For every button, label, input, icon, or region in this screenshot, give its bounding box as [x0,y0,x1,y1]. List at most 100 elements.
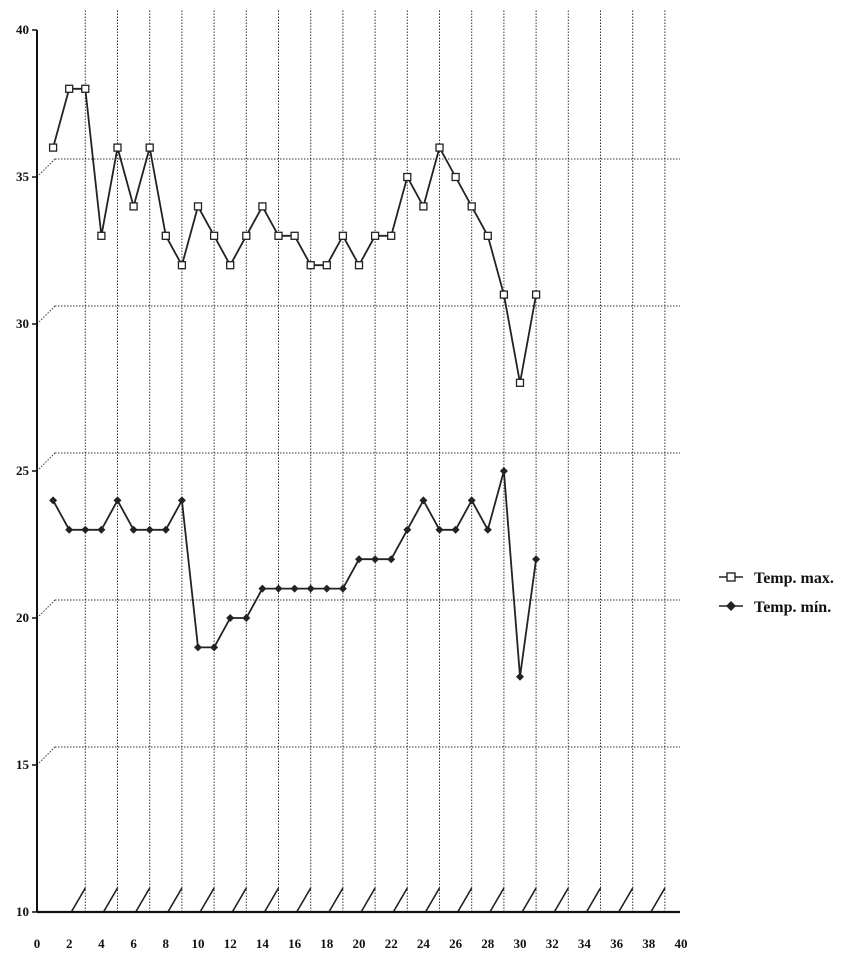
data-point-min [113,496,122,505]
data-point-min [49,496,58,505]
series-line-min [52,470,537,678]
axes [32,29,680,914]
floor-diagonal [424,887,441,913]
gridline-wall-diagonal [36,158,56,178]
data-point-min [242,614,251,622]
data-point-max [97,231,106,240]
data-point-max [403,172,412,182]
floor-diagonal [199,887,215,913]
x-tick-label: 30 [514,936,527,951]
data-point-min [129,525,138,534]
data-point-min [97,525,106,534]
data-point-min [338,584,347,593]
floor-diagonal [585,887,602,913]
floor-diagonal [328,887,344,913]
data-point-min [210,643,219,652]
data-point-min [403,525,412,534]
x-tick-label: 36 [610,936,624,951]
data-point-max [354,261,364,270]
x-tick-label: 10 [192,936,205,951]
x-tick-label: 32 [546,936,559,951]
data-point-min [483,525,492,534]
data-point-max [226,261,235,270]
series-min [49,467,541,681]
data-point-max [338,231,348,240]
y-tick-label: 10 [16,904,29,919]
data-point-max [306,261,315,270]
legend: Temp. max. Temp. mín. [719,570,834,616]
data-point-max [370,231,380,240]
data-point-max [322,261,331,270]
data-point-min [435,525,444,534]
data-point-min [161,525,170,534]
x-tick-label: 6 [130,936,137,951]
series [48,84,541,681]
data-point-max [290,231,299,240]
x-tick-label: 22 [385,936,398,951]
data-point-max [113,143,122,152]
floor-diagonal [457,887,473,913]
data-point-min [81,525,90,534]
gridline-wall-diagonal [36,452,56,472]
data-point-min [532,555,541,564]
floor-diagonal [360,887,376,913]
floor-diagonal [167,887,183,913]
floor-diagonal [296,887,312,913]
x-tick-label: 24 [417,936,431,951]
floor-diagonal [650,887,666,913]
floor-diagonal [231,887,247,913]
data-point-max [65,84,74,93]
y-tick-label: 20 [16,610,29,625]
data-point-min [467,496,476,505]
grid [36,10,680,913]
x-tick-label: 28 [481,936,495,951]
data-point-max [387,231,396,240]
x-tick-label: 8 [163,936,170,951]
data-point-max [48,143,58,152]
gridline-wall-diagonal [36,599,56,619]
data-point-min [419,496,428,505]
floor-diagonal [618,887,634,913]
y-tick-label: 30 [16,316,29,331]
data-point-min [145,525,154,534]
data-point-max [435,143,444,152]
data-point-min [516,672,524,681]
data-point-min [499,467,508,475]
floor-diagonal [553,887,569,913]
gridline-wall-diagonal [36,305,56,325]
x-tick-label: 18 [320,936,334,951]
data-point-max [81,84,90,93]
data-point-max [515,378,525,387]
x-tick-label: 40 [675,936,688,951]
data-point-max [129,202,138,211]
y-tick-label: 15 [16,757,30,772]
data-point-max [483,231,492,240]
x-tick-label: 2 [66,936,73,951]
floor-diagonal [489,887,505,913]
x-tick-label: 26 [449,936,463,951]
legend-label-max: Temp. max. [754,570,834,587]
data-point-max [145,143,154,152]
gridline-wall-diagonal [36,746,56,766]
floor-diagonal [135,887,151,913]
legend-diamond-marker-icon [726,601,736,611]
data-point-min [177,496,186,505]
data-point-min [290,584,299,593]
legend-item-min: Temp. mín. [719,599,831,616]
data-point-max [467,202,476,211]
data-point-max [209,231,219,240]
data-point-min [306,584,315,593]
x-tick-label: 0 [34,936,41,951]
data-point-min [387,555,396,564]
data-point-max [419,202,428,211]
data-point-min [226,614,235,622]
data-point-max [258,202,267,211]
floor-diagonal [521,887,537,913]
floor-diagonal [102,887,119,913]
x-tick-label: 20 [353,936,366,951]
data-point-min [371,555,380,564]
data-point-max [451,172,460,182]
data-point-min [322,584,331,593]
